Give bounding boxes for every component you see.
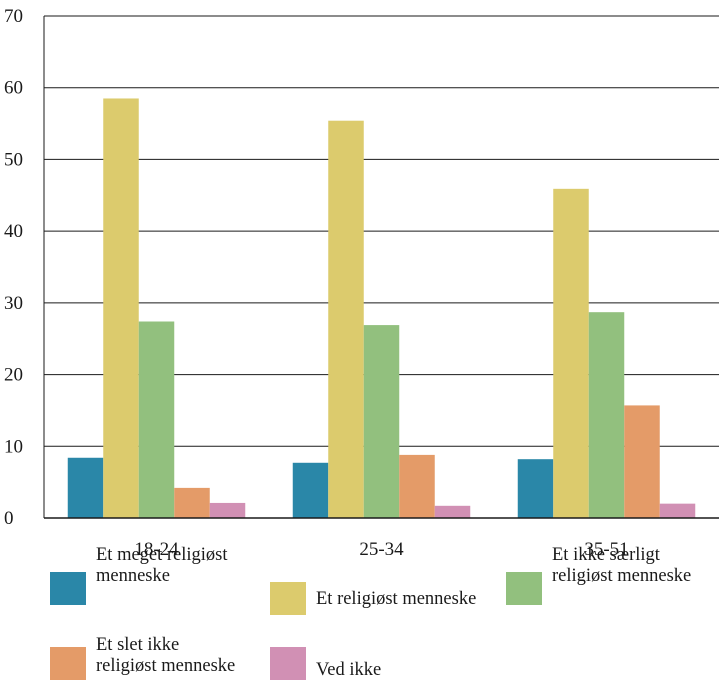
bar-18-24-series-4 (174, 487, 210, 518)
legend-swatch-2 (270, 581, 306, 615)
legend-swatch-4 (50, 646, 86, 680)
legend-swatch-1 (50, 571, 86, 605)
y-tick-label-30: 30 (4, 293, 23, 314)
bar-35-51-series-4 (624, 405, 660, 518)
bar-chart: 0 10 20 30 40 50 60 70 18-24 25-34 35-51 (4, 6, 719, 560)
legend-label-3: Et ikke særligt religiøst menneske (552, 545, 692, 586)
legend: Et meget religiøst menneske Et religiøst… (0, 520, 719, 683)
x-tick-label-35-51: 35-51 (584, 539, 628, 560)
bar-18-24-series-5 (209, 502, 246, 518)
x-tick-label-18-24: 18-24 (134, 539, 179, 560)
bar-18-24-series-3 (138, 321, 175, 518)
legend-label-4: Et slet ikke religiøst menneske (96, 635, 236, 676)
y-tick-label-40: 40 (4, 221, 23, 242)
legend-item-1: Et meget religiøst menneske (50, 545, 228, 607)
legend-item-2: Et religiøst menneske (270, 581, 477, 628)
bar-25-34-series-1 (292, 462, 329, 518)
bar-25-34-series-5 (434, 505, 471, 518)
bar-18-24-series-1 (67, 457, 104, 518)
y-tick-label-50: 50 (4, 149, 23, 170)
legend-item-5: Ved ikke (270, 642, 381, 684)
bar-25-34-series-3 (363, 325, 400, 518)
legend-item-3: Et ikke særligt religiøst menneske (506, 545, 691, 607)
legend-label-5: Ved ikke (316, 659, 382, 680)
bar-35-51-series-3 (588, 312, 625, 518)
y-tick-label-10: 10 (4, 436, 23, 457)
y-tick-label-20: 20 (4, 365, 23, 386)
y-tick-label-70: 70 (4, 6, 23, 27)
legend-label-2: Et religiøst menneske (316, 588, 477, 609)
y-tick-label-0: 0 (4, 508, 14, 529)
x-axis-ticks: 18-24 25-34 35-51 (134, 539, 628, 560)
y-tick-label-60: 60 (4, 78, 23, 99)
legend-item-4: Et slet ikke religiøst menneske (50, 635, 235, 684)
legend-swatch-5 (270, 646, 306, 680)
bar-35-51-series-5 (659, 503, 696, 518)
legend-label-1: Et meget religiøst menneske (96, 545, 228, 586)
y-axis-ticks: 0 10 20 30 40 50 60 70 (4, 6, 23, 529)
bar-18-24-series-2 (103, 98, 139, 518)
bar-35-51-series-1 (517, 459, 554, 518)
legend-swatch-3 (506, 571, 542, 605)
bar-25-34-series-4 (399, 454, 435, 518)
bar-35-51-series-2 (553, 188, 589, 518)
bar-25-34-series-2 (328, 120, 364, 519)
bars (67, 98, 696, 519)
x-tick-label-25-34: 25-34 (359, 539, 404, 560)
